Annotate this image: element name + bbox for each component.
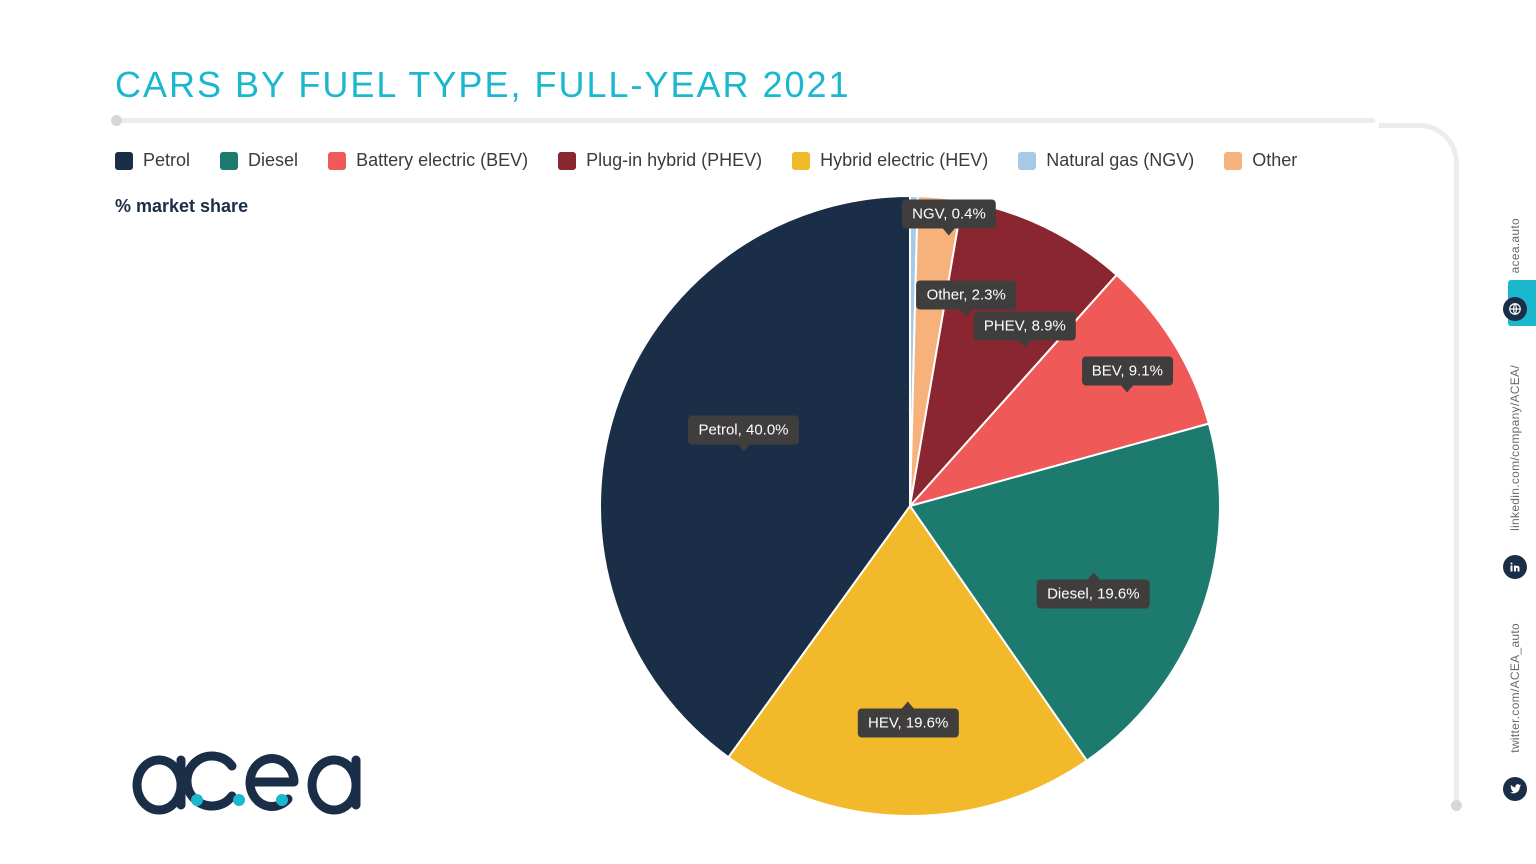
legend-item-hev: Hybrid electric (HEV) (792, 150, 988, 171)
legend-label: Hybrid electric (HEV) (820, 150, 988, 171)
legend-swatch (1018, 152, 1036, 170)
web-link[interactable]: acea.auto (1508, 218, 1522, 273)
globe-icon[interactable] (1503, 297, 1527, 321)
legend-swatch (328, 152, 346, 170)
page-title: CARS BY FUEL TYPE, FULL-YEAR 2021 (115, 64, 851, 106)
legend-label: Natural gas (NGV) (1046, 150, 1194, 171)
legend-item-other: Other (1224, 150, 1297, 171)
legend-item-bev: Battery electric (BEV) (328, 150, 528, 171)
legend-item-ngv: Natural gas (NGV) (1018, 150, 1194, 171)
legend-item-petrol: Petrol (115, 150, 190, 171)
chart-subtitle: % market share (115, 196, 248, 217)
twitter-link[interactable]: twitter.com/ACEA_auto (1508, 623, 1522, 753)
social-rail: acea.auto linkedin.com/company/ACEA/ twi… (1494, 200, 1536, 801)
rule-dot-start (111, 115, 122, 126)
legend-item-diesel: Diesel (220, 150, 298, 171)
twitter-icon[interactable] (1503, 777, 1527, 801)
legend-swatch (792, 152, 810, 170)
legend-label: Diesel (248, 150, 298, 171)
linkedin-link[interactable]: linkedin.com/company/ACEA/ (1508, 365, 1522, 531)
legend-label: Petrol (143, 150, 190, 171)
linkedin-icon[interactable] (1503, 555, 1527, 579)
legend-swatch (115, 152, 133, 170)
legend-label: Other (1252, 150, 1297, 171)
rule-dot-end (1451, 800, 1462, 811)
legend-swatch (1224, 152, 1242, 170)
rule-corner (1379, 123, 1459, 203)
legend-label: Battery electric (BEV) (356, 150, 528, 171)
legend-swatch (558, 152, 576, 170)
legend-swatch (220, 152, 238, 170)
rule-horizontal (115, 118, 1375, 123)
legend: Petrol Diesel Battery electric (BEV) Plug-i… (115, 150, 1297, 171)
legend-label: Plug-in hybrid (PHEV) (586, 150, 762, 171)
acea-logo (112, 730, 372, 836)
rule-vertical (1454, 198, 1459, 803)
legend-item-phev: Plug-in hybrid (PHEV) (558, 150, 762, 171)
pie-chart (590, 186, 1230, 826)
